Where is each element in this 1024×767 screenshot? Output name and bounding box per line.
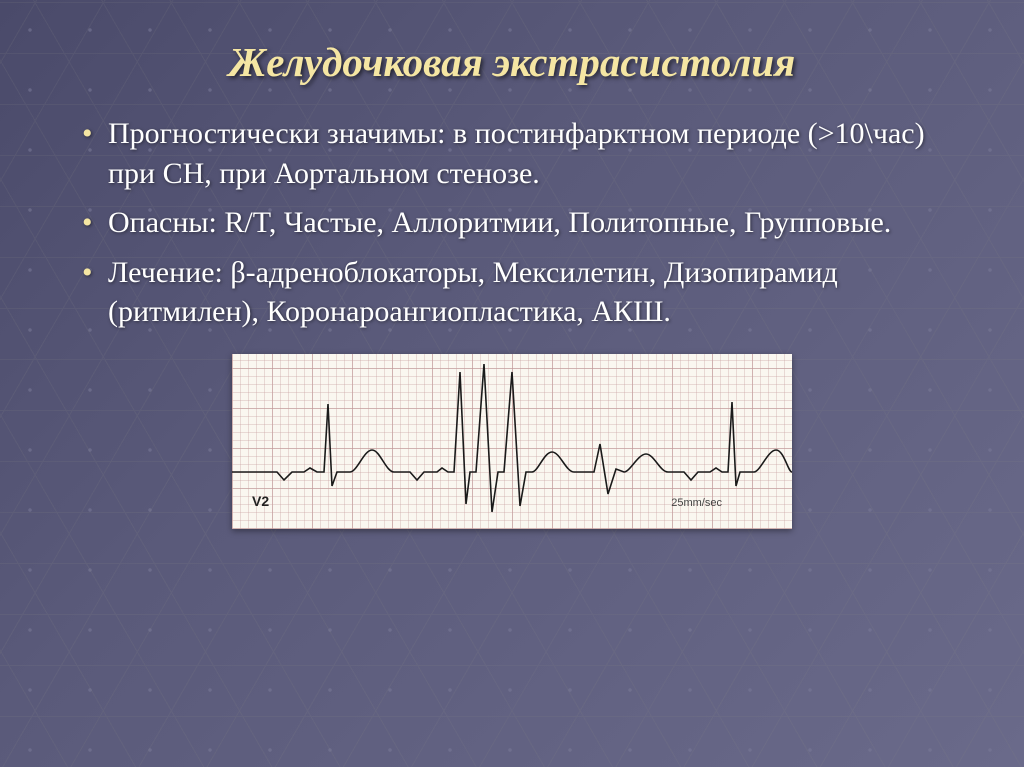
- bullet-item: Прогностически значимы: в постинфарктном…: [82, 114, 964, 193]
- ecg-trace-path: [232, 364, 792, 512]
- slide-title: Желудочковая экстрасистолия: [60, 38, 964, 86]
- ecg-container: V2 25mm/sec: [60, 354, 964, 529]
- bullet-list: Прогностически значимы: в постинфарктном…: [60, 114, 964, 332]
- slide-content: Желудочковая экстрасистолия Прогностичес…: [0, 0, 1024, 767]
- bullet-item: Лечение: β-адреноблокаторы, Мексилетин, …: [82, 253, 964, 332]
- ecg-strip: V2 25mm/sec: [232, 354, 792, 529]
- ecg-lead-label: V2: [252, 493, 269, 509]
- ecg-speed-label: 25mm/sec: [671, 497, 722, 509]
- bullet-item: Опасны: R/T, Частые, Аллоритмии, Политоп…: [82, 203, 964, 243]
